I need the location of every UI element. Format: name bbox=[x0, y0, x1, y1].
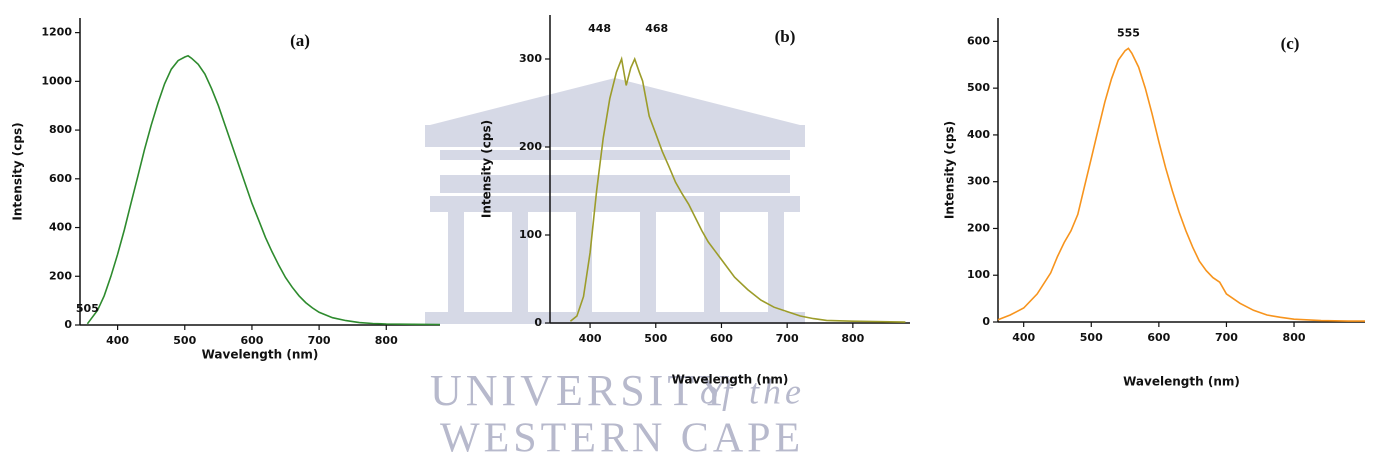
x-axis-label: Wavelength (nm) bbox=[1123, 375, 1240, 389]
panel-label: (a) bbox=[290, 31, 310, 50]
x-tick-label: 700 bbox=[1215, 331, 1238, 344]
x-tick-label: 600 bbox=[1147, 331, 1170, 344]
x-tick-label: 800 bbox=[841, 332, 864, 345]
y-tick-label: 200 bbox=[967, 221, 990, 234]
spectrum-line bbox=[86, 54, 441, 326]
x-tick-label: 800 bbox=[375, 334, 398, 347]
x-axis-label: Wavelength (nm) bbox=[672, 373, 789, 387]
x-tick-label: 500 bbox=[644, 332, 667, 345]
watermark-text: of the bbox=[700, 371, 805, 411]
peak-annotation: 555 bbox=[1117, 26, 1140, 39]
peak-annotation: 505 bbox=[76, 302, 99, 315]
x-tick-label: 400 bbox=[579, 332, 602, 345]
x-tick-label: 500 bbox=[173, 334, 196, 347]
peak-annotation: 468 bbox=[645, 22, 668, 35]
panel-label: (b) bbox=[775, 27, 796, 46]
watermark-text: WESTERN CAPE bbox=[440, 416, 804, 459]
x-tick-label: 600 bbox=[240, 334, 263, 347]
y-tick-label: 600 bbox=[49, 172, 72, 185]
y-tick-label: 600 bbox=[967, 34, 990, 47]
y-axis-label: Intensity (cps) bbox=[480, 120, 494, 218]
y-tick-label: 800 bbox=[49, 123, 72, 136]
y-tick-label: 200 bbox=[519, 140, 542, 153]
y-tick-label: 1200 bbox=[41, 26, 72, 39]
peak-annotation: 448 bbox=[588, 22, 611, 35]
y-axis-label: Intensity (cps) bbox=[943, 121, 957, 219]
x-tick-label: 700 bbox=[308, 334, 331, 347]
spectrum-line bbox=[997, 47, 1365, 322]
y-tick-label: 400 bbox=[967, 128, 990, 141]
y-axis-label: Intensity (cps) bbox=[11, 122, 25, 220]
x-axis-label: Wavelength (nm) bbox=[202, 348, 319, 362]
y-tick-label: 0 bbox=[534, 316, 542, 329]
watermark-text: UNIVERSITY bbox=[430, 366, 734, 415]
x-tick-label: 600 bbox=[710, 332, 733, 345]
y-tick-label: 300 bbox=[519, 52, 542, 65]
y-tick-label: 300 bbox=[967, 175, 990, 188]
x-tick-label: 700 bbox=[776, 332, 799, 345]
watermark-building bbox=[425, 78, 805, 324]
y-tick-label: 1000 bbox=[41, 74, 72, 87]
y-tick-label: 0 bbox=[64, 318, 72, 331]
panel-label: (c) bbox=[1281, 34, 1300, 53]
x-tick-label: 800 bbox=[1283, 331, 1306, 344]
y-tick-label: 500 bbox=[967, 81, 990, 94]
y-tick-label: 400 bbox=[49, 221, 72, 234]
x-tick-label: 400 bbox=[106, 334, 129, 347]
y-tick-label: 0 bbox=[982, 315, 990, 328]
y-tick-label: 200 bbox=[49, 269, 72, 282]
x-tick-label: 500 bbox=[1080, 331, 1103, 344]
spectrum-line bbox=[569, 56, 906, 323]
y-tick-label: 100 bbox=[519, 228, 542, 241]
x-tick-label: 400 bbox=[1012, 331, 1035, 344]
y-tick-label: 100 bbox=[967, 268, 990, 281]
